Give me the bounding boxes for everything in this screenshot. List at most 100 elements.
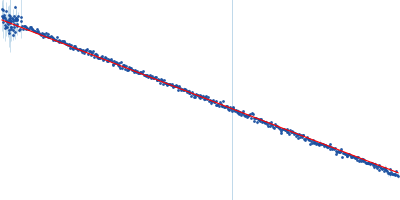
Point: [275, 126, 281, 129]
Point: [311, 142, 318, 145]
Point: [97, 56, 103, 60]
Point: [293, 135, 299, 138]
Point: [76, 48, 82, 51]
Point: [364, 161, 371, 164]
Point: [246, 113, 252, 116]
Point: [25, 28, 31, 31]
Point: [276, 128, 283, 131]
Point: [126, 66, 133, 69]
Point: [351, 155, 357, 159]
Point: [352, 156, 359, 159]
Point: [306, 137, 312, 140]
Point: [55, 40, 62, 43]
Point: [261, 121, 268, 125]
Point: [234, 112, 241, 115]
Point: [278, 129, 285, 132]
Point: [178, 88, 184, 91]
Point: [272, 123, 278, 126]
Point: [102, 56, 108, 59]
Point: [348, 155, 354, 159]
Point: [2, 26, 9, 29]
Point: [180, 89, 186, 92]
Point: [258, 117, 264, 121]
Point: [75, 48, 81, 52]
Point: [166, 83, 172, 86]
Point: [372, 162, 378, 165]
Point: [242, 115, 248, 118]
Point: [103, 57, 109, 60]
Point: [83, 48, 90, 52]
Point: [289, 129, 296, 132]
Point: [77, 49, 84, 52]
Point: [17, 20, 24, 23]
Point: [370, 164, 376, 167]
Point: [76, 48, 83, 51]
Point: [16, 27, 23, 30]
Point: [190, 93, 196, 96]
Point: [141, 73, 147, 76]
Point: [163, 81, 169, 85]
Point: [70, 47, 76, 51]
Point: [14, 18, 20, 21]
Point: [337, 149, 344, 152]
Point: [369, 161, 375, 164]
Point: [89, 52, 96, 55]
Point: [299, 134, 306, 137]
Point: [136, 71, 143, 74]
Point: [172, 84, 178, 87]
Point: [65, 43, 71, 47]
Point: [140, 70, 146, 73]
Point: [37, 32, 43, 35]
Point: [219, 104, 226, 108]
Point: [292, 131, 298, 134]
Point: [274, 124, 280, 127]
Point: [32, 30, 38, 33]
Point: [34, 27, 41, 30]
Point: [58, 40, 64, 43]
Point: [256, 119, 263, 123]
Point: [267, 122, 274, 126]
Point: [146, 75, 152, 78]
Point: [303, 137, 309, 140]
Point: [165, 83, 172, 86]
Point: [177, 87, 183, 90]
Point: [189, 90, 195, 93]
Point: [188, 95, 194, 98]
Point: [262, 120, 269, 124]
Point: [69, 46, 75, 49]
Point: [144, 73, 150, 76]
Point: [210, 99, 216, 102]
Point: [3, 9, 10, 13]
Point: [150, 76, 156, 79]
Point: [253, 117, 259, 120]
Point: [14, 18, 20, 22]
Point: [260, 119, 266, 122]
Point: [371, 163, 378, 166]
Point: [278, 131, 284, 134]
Point: [101, 57, 107, 60]
Point: [12, 5, 18, 8]
Point: [40, 35, 46, 38]
Point: [2, 26, 8, 29]
Point: [137, 72, 144, 75]
Point: [168, 82, 175, 85]
Point: [319, 142, 325, 145]
Point: [78, 48, 84, 52]
Point: [324, 146, 330, 149]
Point: [364, 161, 370, 165]
Point: [288, 130, 295, 133]
Point: [13, 18, 20, 21]
Point: [252, 117, 258, 120]
Point: [26, 28, 32, 31]
Point: [212, 99, 219, 102]
Point: [50, 38, 56, 42]
Point: [230, 107, 236, 110]
Point: [290, 130, 296, 133]
Point: [395, 174, 400, 177]
Point: [254, 121, 260, 124]
Point: [36, 32, 42, 35]
Point: [231, 109, 237, 112]
Point: [211, 100, 217, 104]
Point: [41, 33, 48, 36]
Point: [53, 39, 59, 42]
